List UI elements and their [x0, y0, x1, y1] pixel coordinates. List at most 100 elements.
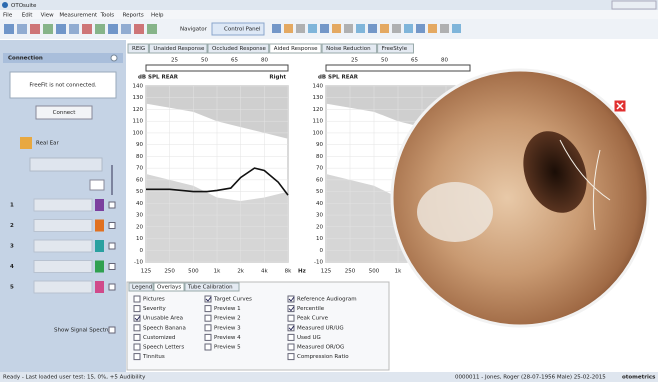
- tab[interactable]: [127, 43, 149, 54]
- brand: otometrics: [622, 375, 656, 381]
- toolbar-icon[interactable]: [284, 24, 293, 33]
- checkbox-label: Measured OR/OG: [297, 345, 344, 351]
- status-right: 0000011 - Jones, Roger (28-07-1956 Male)…: [455, 375, 606, 381]
- tab-label: Aided Response: [274, 46, 318, 52]
- toolbar-icon[interactable]: [368, 24, 377, 33]
- checkbox[interactable]: [287, 324, 295, 332]
- checkbox[interactable]: [204, 343, 212, 351]
- tab[interactable]: [321, 43, 378, 54]
- control-panel-button[interactable]: [211, 22, 265, 36]
- checkbox[interactable]: [133, 305, 141, 313]
- toolbar-icon[interactable]: [17, 24, 27, 34]
- checkbox[interactable]: [287, 333, 295, 341]
- checkbox[interactable]: [133, 333, 141, 341]
- toolbar-icon[interactable]: [344, 24, 353, 33]
- y-tick-label: 90: [136, 142, 143, 148]
- menu-item[interactable]: Tools: [100, 13, 115, 19]
- toolbar-icon[interactable]: [452, 24, 461, 33]
- checkbox[interactable]: [204, 333, 212, 341]
- panel-close[interactable]: [110, 54, 118, 62]
- tab-label: REIG: [132, 46, 145, 52]
- menu-item[interactable]: Measurement: [59, 13, 98, 19]
- toolbar-icon[interactable]: [440, 24, 449, 33]
- checkbox-label: Speech Letters: [143, 345, 184, 351]
- menu-item[interactable]: Help: [151, 13, 164, 19]
- real-ear-icon[interactable]: [20, 137, 32, 149]
- row-checkbox[interactable]: [108, 263, 116, 270]
- tab-label: Noise Reduction: [326, 46, 371, 52]
- toolbar-icon[interactable]: [272, 24, 281, 33]
- row-checkbox[interactable]: [108, 283, 116, 291]
- toolbar-icon[interactable]: [380, 24, 389, 33]
- toolbar-icon[interactable]: [43, 24, 53, 34]
- panel-header: [3, 53, 123, 63]
- toolbar-icon[interactable]: [332, 24, 341, 33]
- toolbar-icon[interactable]: [82, 24, 92, 34]
- top-tick-label: 25: [351, 58, 358, 64]
- connect-button[interactable]: [35, 105, 93, 120]
- tab[interactable]: [153, 282, 185, 292]
- toolbar-icon[interactable]: [416, 24, 425, 33]
- x-tick-label: 500: [369, 269, 380, 275]
- overlay-panel: [126, 281, 390, 371]
- checkbox[interactable]: [133, 295, 141, 303]
- toolbar-icon[interactable]: [95, 24, 105, 34]
- checkbox[interactable]: [204, 314, 212, 322]
- checkbox-label: Severity: [143, 306, 166, 312]
- toolbar-icon[interactable]: [308, 24, 317, 33]
- toolbar-icon[interactable]: [428, 24, 437, 33]
- toolbar-icon[interactable]: [108, 24, 118, 34]
- tab[interactable]: [269, 43, 322, 54]
- checkbox-label: Reference Audiogram: [297, 297, 357, 303]
- top-tick-label: 65: [231, 58, 238, 64]
- toolbar-icon[interactable]: [69, 24, 79, 34]
- tab[interactable]: [377, 43, 415, 54]
- checkbox[interactable]: [133, 353, 141, 361]
- checkbox[interactable]: [287, 343, 295, 351]
- menu-item[interactable]: View: [41, 13, 55, 19]
- toolbar-icon[interactable]: [121, 24, 131, 34]
- tab[interactable]: [184, 282, 240, 292]
- toolbar-icon[interactable]: [134, 24, 144, 34]
- x-unit: Hz: [298, 269, 306, 275]
- toolbar-icon[interactable]: [356, 24, 365, 33]
- toolbar-icon[interactable]: [320, 24, 329, 33]
- level-slider[interactable]: [325, 64, 471, 72]
- show-signal-checkbox[interactable]: [108, 326, 116, 334]
- checkbox-label: Preview 4: [214, 335, 241, 341]
- toolbar-icon[interactable]: [147, 24, 157, 34]
- row-field: [33, 239, 93, 253]
- menu-item[interactable]: Reports: [123, 13, 144, 19]
- stop-button[interactable]: [89, 179, 105, 191]
- y-tick-label: 40: [316, 201, 323, 207]
- checkbox-label: Compression Ratio: [297, 354, 349, 360]
- checkbox-label: Preview 2: [214, 316, 241, 322]
- row-checkbox[interactable]: [108, 201, 116, 209]
- checkbox[interactable]: [287, 353, 295, 361]
- checkbox[interactable]: [287, 295, 295, 303]
- checkbox[interactable]: [287, 314, 295, 322]
- row-checkbox[interactable]: [108, 242, 116, 250]
- toolbar-icon[interactable]: [4, 24, 14, 34]
- toolbar-icon[interactable]: [404, 24, 413, 33]
- toolbar-icon[interactable]: [56, 24, 66, 34]
- tab[interactable]: [128, 282, 154, 292]
- checkbox[interactable]: [133, 314, 141, 322]
- checkbox[interactable]: [133, 324, 141, 332]
- window-controls[interactable]: [611, 0, 657, 10]
- toolbar-icon[interactable]: [30, 24, 40, 34]
- tab[interactable]: [207, 43, 270, 54]
- checkbox[interactable]: [133, 343, 141, 351]
- checkbox[interactable]: [204, 324, 212, 332]
- checkbox[interactable]: [204, 295, 212, 303]
- menu-item[interactable]: File: [3, 13, 13, 19]
- checkbox[interactable]: [287, 305, 295, 313]
- menu-item[interactable]: Edit: [22, 13, 33, 19]
- toolbar-icon[interactable]: [296, 24, 305, 33]
- tab[interactable]: [148, 43, 208, 54]
- row-checkbox[interactable]: [108, 222, 116, 229]
- level-slider[interactable]: [145, 64, 289, 72]
- checkbox[interactable]: [204, 305, 212, 313]
- toolbar-icon[interactable]: [392, 24, 401, 33]
